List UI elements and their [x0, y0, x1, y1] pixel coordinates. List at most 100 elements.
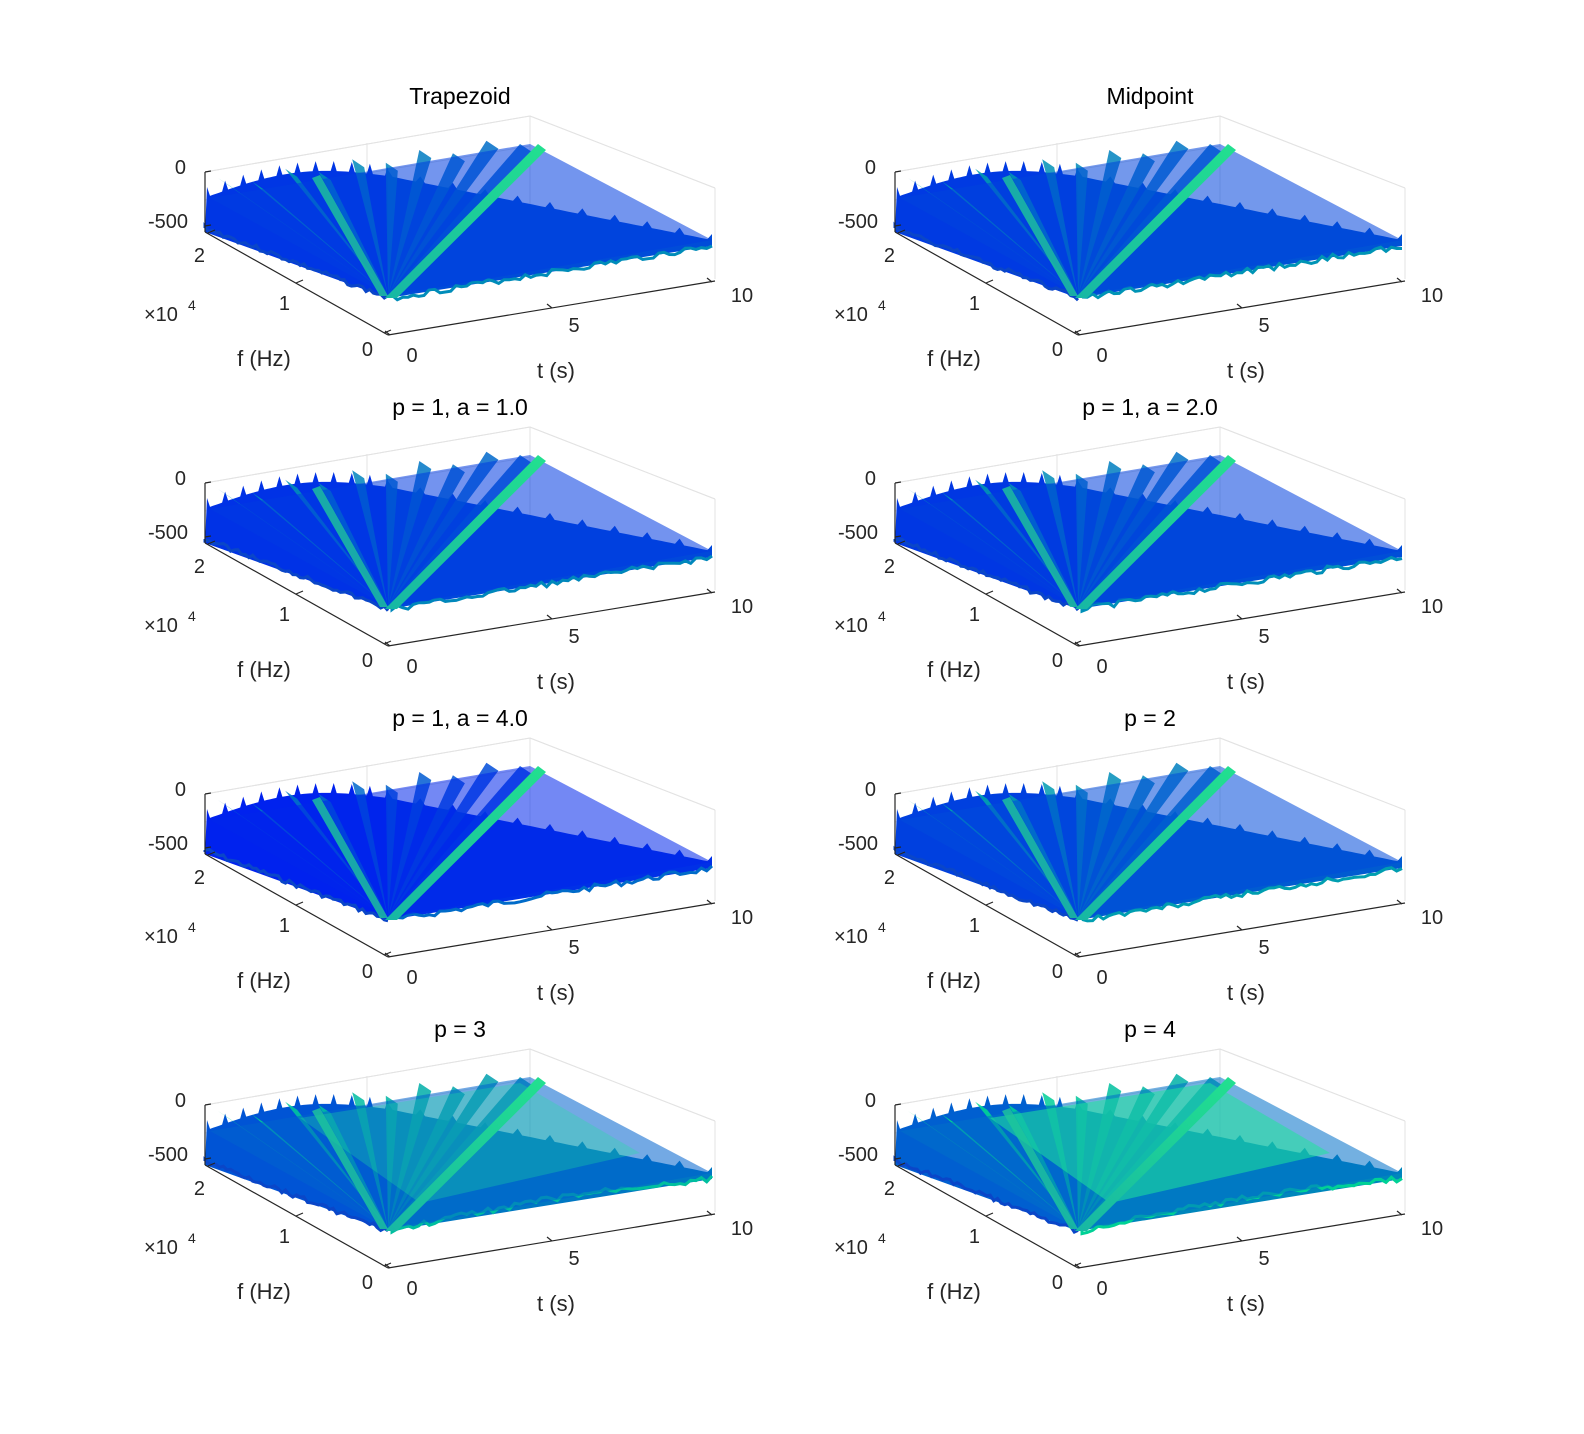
t-tick-10: 10	[731, 1218, 753, 1240]
z-tick-0: 0	[175, 157, 186, 179]
f-tick-0: 0	[1052, 1272, 1063, 1294]
t-tick-5: 5	[1258, 626, 1269, 648]
t-tick-10: 10	[1421, 1218, 1443, 1240]
surface	[893, 762, 1403, 923]
panel-title: p = 2	[1124, 705, 1176, 731]
z-tick-neg500: -500	[838, 833, 878, 855]
z-tick-neg500: -500	[838, 211, 878, 233]
z-tick-neg500: -500	[838, 1144, 878, 1166]
axes	[204, 1103, 716, 1269]
axes	[204, 170, 716, 336]
z-tick-neg500: -500	[148, 211, 188, 233]
f-axis-label: f (Hz)	[927, 1279, 981, 1304]
f-axis-label: f (Hz)	[927, 968, 981, 993]
f-tick-1: 1	[279, 1226, 290, 1248]
z-tick-neg500: -500	[148, 833, 188, 855]
axes	[894, 481, 1406, 647]
axes	[894, 170, 1406, 336]
surface	[893, 140, 1402, 302]
f-tick-2: 2	[884, 867, 895, 889]
panel-title: Trapezoid	[409, 83, 510, 109]
f-axis-exponent-power: 4	[878, 297, 886, 313]
f-axis-exponent: ×10	[834, 615, 868, 637]
z-tick-0: 0	[175, 779, 186, 801]
t-axis-label: t (s)	[537, 358, 575, 383]
t-axis-label: t (s)	[1227, 358, 1265, 383]
t-axis-label: t (s)	[1227, 1291, 1265, 1316]
f-tick-0: 0	[362, 650, 373, 672]
f-axis-exponent-power: 4	[878, 608, 886, 624]
t-tick-10: 10	[731, 596, 753, 618]
t-tick-10: 10	[731, 285, 753, 307]
f-axis-label: f (Hz)	[927, 346, 981, 371]
f-axis-label: f (Hz)	[927, 657, 981, 682]
f-axis-exponent: ×10	[834, 926, 868, 948]
t-tick-10: 10	[1421, 907, 1443, 929]
f-tick-2: 2	[194, 1178, 205, 1200]
t-tick-0: 0	[1096, 656, 1107, 678]
f-axis-exponent: ×10	[834, 304, 868, 326]
surface	[203, 1073, 714, 1235]
f-axis-exponent: ×10	[144, 615, 178, 637]
f-tick-0: 0	[1052, 650, 1063, 672]
f-axis-label: f (Hz)	[237, 346, 291, 371]
axes	[204, 481, 716, 647]
f-axis-exponent: ×10	[144, 304, 178, 326]
f-tick-0: 0	[362, 1272, 373, 1294]
f-axis-exponent-power: 4	[188, 608, 196, 624]
axes	[894, 792, 1406, 958]
t-tick-5: 5	[568, 315, 579, 337]
z-tick-0: 0	[865, 157, 876, 179]
f-tick-1: 1	[279, 293, 290, 315]
t-tick-0: 0	[406, 1278, 417, 1300]
z-tick-0: 0	[865, 779, 876, 801]
z-tick-neg500: -500	[148, 522, 188, 544]
t-tick-0: 0	[406, 345, 417, 367]
panel-title: p = 1, a = 2.0	[1082, 394, 1218, 420]
panel-title: Midpoint	[1107, 83, 1195, 109]
surface	[203, 762, 714, 923]
t-tick-5: 5	[1258, 937, 1269, 959]
f-tick-1: 1	[969, 1226, 980, 1248]
z-tick-0: 0	[865, 1090, 876, 1112]
t-tick-0: 0	[1096, 967, 1107, 989]
f-tick-2: 2	[194, 245, 205, 267]
f-tick-1: 1	[969, 915, 980, 937]
axes	[204, 792, 716, 958]
f-tick-0: 0	[1052, 961, 1063, 983]
t-axis-label: t (s)	[1227, 980, 1265, 1005]
f-axis-exponent-power: 4	[188, 297, 196, 313]
axes	[894, 1103, 1406, 1269]
t-tick-0: 0	[1096, 345, 1107, 367]
f-axis-exponent-power: 4	[878, 919, 886, 935]
t-tick-0: 0	[406, 656, 417, 678]
t-tick-5: 5	[568, 937, 579, 959]
surface	[893, 1073, 1403, 1236]
f-tick-2: 2	[884, 1178, 895, 1200]
z-tick-neg500: -500	[838, 522, 878, 544]
z-tick-0: 0	[175, 468, 186, 490]
surface	[203, 451, 713, 613]
f-tick-1: 1	[279, 915, 290, 937]
surface	[203, 140, 713, 302]
t-tick-10: 10	[1421, 596, 1443, 618]
f-tick-2: 2	[194, 556, 205, 578]
f-tick-0: 0	[1052, 339, 1063, 361]
f-tick-1: 1	[969, 293, 980, 315]
f-tick-2: 2	[194, 867, 205, 889]
panel-title: p = 4	[1124, 1016, 1176, 1042]
t-tick-0: 0	[406, 967, 417, 989]
t-axis-label: t (s)	[537, 1291, 575, 1316]
t-axis-label: t (s)	[537, 669, 575, 694]
f-axis-exponent: ×10	[144, 926, 178, 948]
f-axis-label: f (Hz)	[237, 657, 291, 682]
t-tick-10: 10	[731, 907, 753, 929]
t-tick-0: 0	[1096, 1278, 1107, 1300]
f-tick-0: 0	[362, 961, 373, 983]
